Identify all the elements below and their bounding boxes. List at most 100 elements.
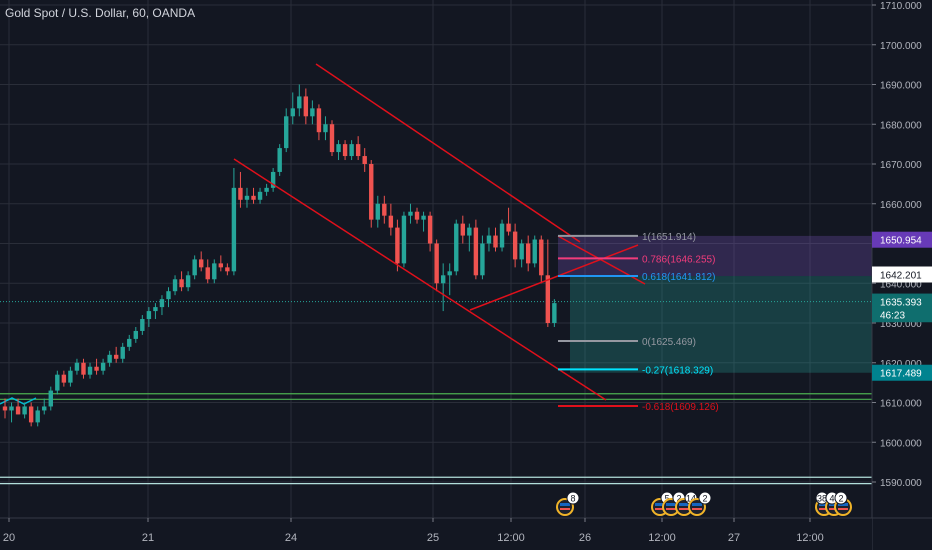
price-tick-label: 1660.000	[880, 200, 922, 211]
flag-canton	[560, 503, 570, 506]
price-badge-label: 1650.954	[880, 236, 922, 247]
price-badge	[872, 293, 932, 310]
candle-body	[336, 144, 341, 153]
candle-body	[257, 191, 263, 200]
candle-body	[172, 279, 178, 292]
candle-body	[42, 406, 47, 411]
candle-body	[225, 267, 230, 272]
candle-body	[414, 211, 420, 220]
price-tick-label: 1680.000	[880, 120, 922, 131]
event-count-label: 14	[686, 494, 696, 504]
time-tick-label: 27	[728, 532, 740, 544]
candle-body	[297, 96, 302, 109]
candle-body	[264, 187, 269, 192]
candle-body	[166, 291, 171, 300]
fib-label: 0.618(1641.812)	[642, 272, 715, 283]
candle-body	[61, 374, 67, 383]
candle-body	[238, 187, 243, 200]
price-badge	[872, 266, 932, 283]
candle-body	[212, 263, 217, 280]
flag-stripe	[819, 508, 829, 510]
event-markers[interactable]: 8 5 2 14 2 38 4 2	[556, 491, 852, 516]
time-tick-label: 24	[285, 532, 297, 544]
candle-body	[447, 271, 452, 276]
candle-body	[94, 366, 99, 371]
candle-body	[388, 215, 394, 228]
candle-body	[303, 96, 309, 117]
event-count-badge[interactable]	[698, 491, 712, 505]
candle-body	[454, 223, 459, 272]
candle-body	[493, 235, 498, 248]
position-zones	[0, 235, 872, 373]
fib-label: -0.618(1609.126)	[642, 402, 719, 413]
candle-body	[133, 330, 138, 339]
candle-body	[87, 366, 93, 375]
channel-lower-line[interactable]	[233, 158, 607, 401]
candle-body	[22, 406, 27, 415]
fibonacci-levels: 1(1651.914) 0.786(1646.255) 0.618(1641.812…	[558, 232, 719, 413]
price-axis: 1710.000 1700.000 1690.000 1680.000 1670.000…	[871, 0, 932, 550]
time-axis-bg	[0, 518, 872, 550]
candle-body	[460, 223, 465, 236]
candle-body	[179, 279, 184, 288]
candle-body	[185, 275, 191, 288]
candle-body	[251, 195, 256, 200]
price-badge	[872, 231, 932, 248]
pattern-line-1[interactable]	[469, 244, 639, 311]
candle-body	[369, 164, 374, 220]
flag-stripe	[666, 508, 676, 510]
event-count-badge[interactable]	[566, 491, 580, 505]
support-lines	[0, 393, 872, 485]
candle-body	[107, 354, 112, 363]
flag-stripe	[679, 508, 689, 510]
fib-label: 0(1625.469)	[642, 337, 696, 348]
candle-body	[427, 215, 433, 244]
event-count-label: 2	[838, 494, 843, 504]
time-tick-label: 12:00	[648, 532, 676, 544]
candle-body	[467, 227, 472, 236]
candle-body	[48, 390, 53, 407]
chart-title: Gold Spot / U.S. Dollar, 60, OANDA	[5, 6, 196, 20]
candle-body	[290, 108, 295, 117]
time-tick-label: 21	[142, 532, 154, 544]
candle-body	[499, 223, 505, 248]
event-count-label: 2	[702, 494, 707, 504]
candle-body	[316, 108, 322, 133]
candle-body	[473, 227, 479, 276]
candle-body	[81, 362, 86, 375]
candle-body	[421, 215, 426, 220]
event-count-badge[interactable]	[834, 491, 848, 505]
candle-body	[15, 406, 21, 415]
price-badge-label: 1642.201	[880, 271, 922, 282]
candle-body	[35, 410, 40, 423]
candle-body	[74, 362, 80, 371]
price-tick-label: 1710.000	[880, 1, 922, 12]
price-tick-label: 1700.000	[880, 41, 922, 52]
channel-upper-line[interactable]	[315, 63, 581, 243]
chart-grid	[0, 0, 872, 518]
candle-body	[408, 211, 413, 216]
candle-body	[519, 243, 524, 260]
candle-body	[146, 311, 152, 320]
candle-body	[355, 144, 361, 157]
price-tick-label: 1600.000	[880, 438, 922, 449]
price-tick-label: 1670.000	[880, 160, 922, 171]
candle-body	[231, 187, 237, 272]
time-tick-label: 12:00	[796, 532, 824, 544]
candle-body	[342, 144, 348, 157]
price-badge-label: 1617.489	[880, 369, 922, 380]
price-badge-label: 46:23	[880, 310, 905, 321]
candle-body	[395, 227, 400, 264]
candle-body	[401, 215, 407, 264]
event-count-label: 8	[570, 494, 575, 504]
event-count-label: 38	[817, 494, 827, 504]
candle-body	[55, 374, 60, 391]
time-tick-label: 26	[579, 532, 591, 544]
flag-canton	[819, 503, 829, 506]
flag-stripe	[829, 508, 839, 510]
fib-label: -0.27(1618.329)	[642, 365, 713, 376]
flag-stripe	[692, 508, 702, 510]
price-badge	[872, 306, 932, 323]
fib-label: 1(1651.914)	[642, 232, 696, 243]
